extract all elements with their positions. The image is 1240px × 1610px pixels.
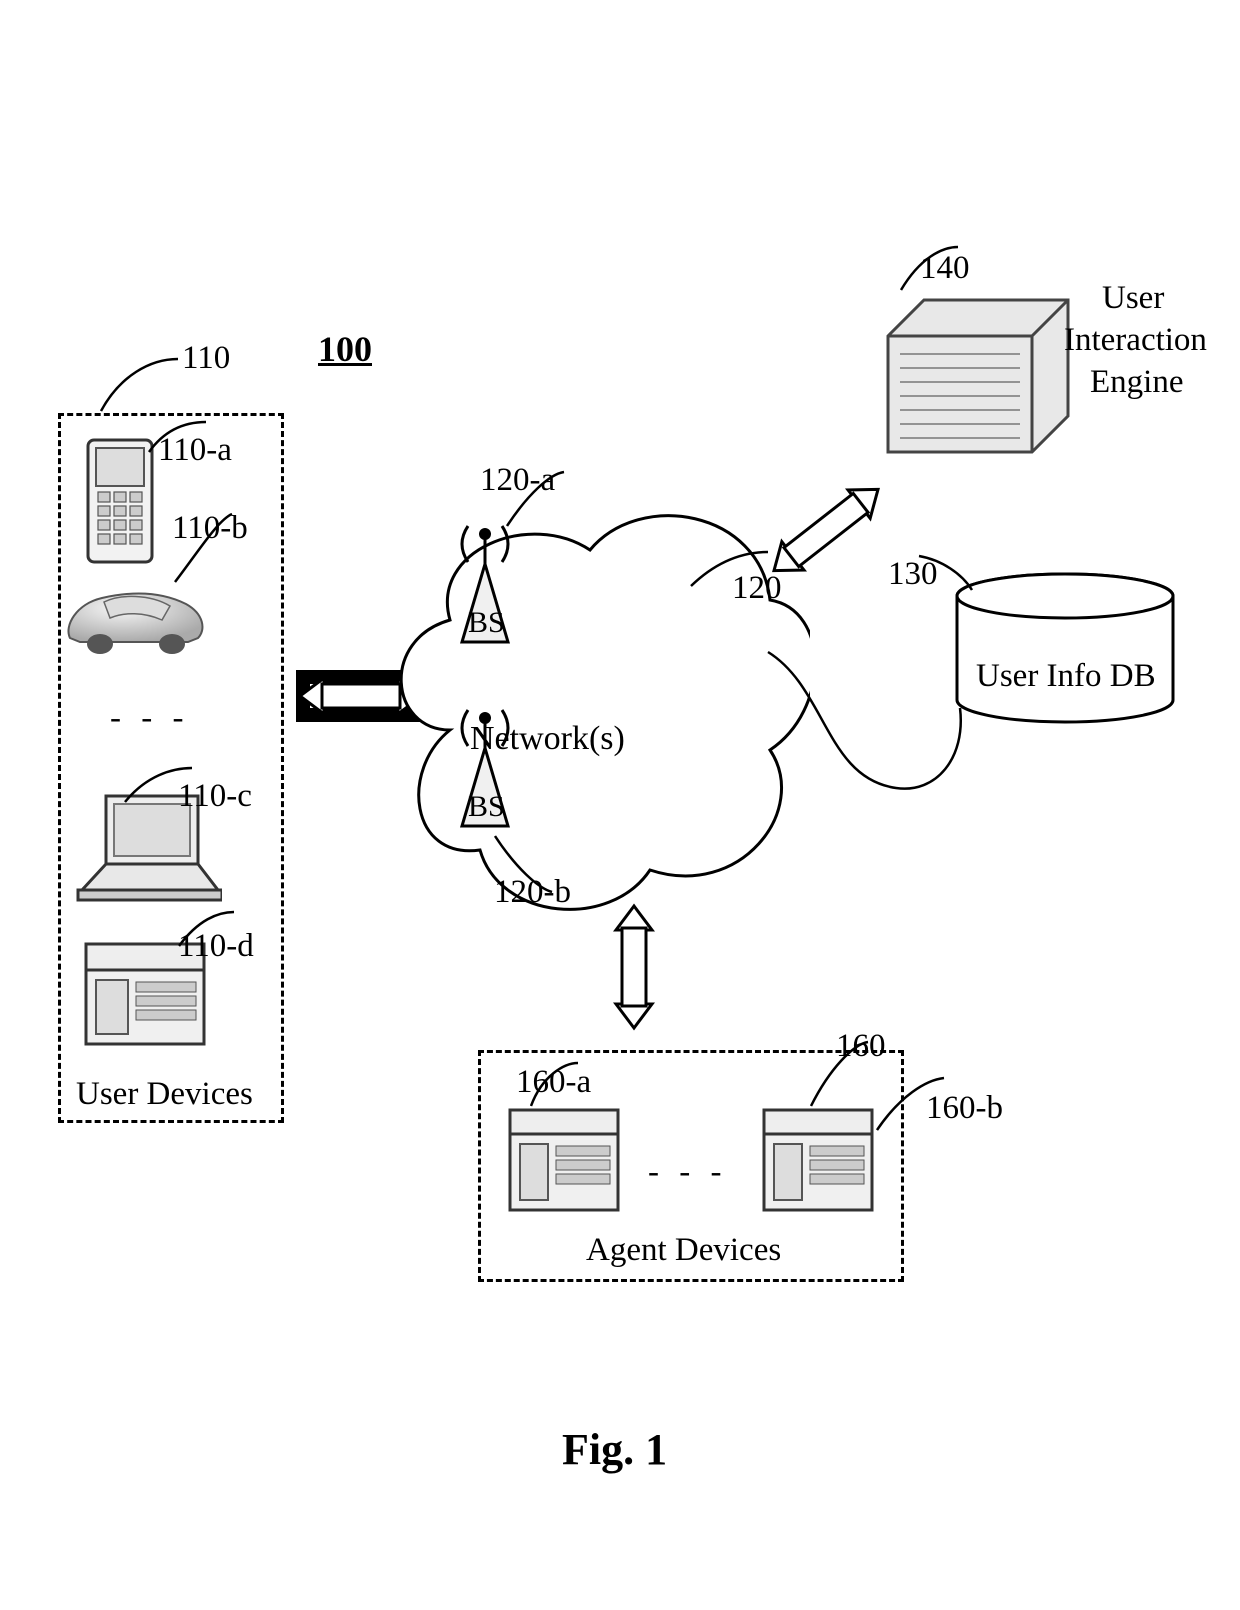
agent-b-icon: [758, 1104, 878, 1224]
ref-130: 130: [888, 556, 938, 593]
engine-title-l2: Interaction: [1064, 322, 1207, 359]
bs-b-label: BS: [468, 790, 505, 824]
user-devices-ellipsis: - - -: [110, 700, 189, 737]
ref-110c: 110-c: [178, 778, 252, 815]
ref-120b: 120-b: [494, 874, 571, 911]
agent-a-icon: [504, 1104, 624, 1224]
engine-title-l3: Engine: [1090, 364, 1183, 401]
figure-number: 100: [318, 328, 372, 370]
user-devices-title: User Devices: [76, 1076, 253, 1113]
ref-160: 160: [836, 1028, 886, 1065]
ref-160b: 160-b: [926, 1090, 1003, 1127]
leader-110: [100, 356, 180, 416]
ref-110b: 110-b: [172, 510, 248, 547]
ref-110a: 110-a: [158, 432, 232, 469]
ref-160a: 160-a: [516, 1064, 591, 1101]
ref-140: 140: [920, 250, 970, 287]
ref-120a: 120-a: [480, 462, 555, 499]
engine-icon: [878, 290, 1078, 460]
figure-caption: Fig. 1: [562, 1424, 667, 1475]
link-network-db: [766, 638, 986, 798]
arrow-network-agents: [604, 902, 664, 1032]
engine-title-l1: User: [1102, 280, 1164, 317]
car-icon: [58, 576, 208, 666]
phone-icon: [84, 436, 156, 566]
agent-ellipsis: - - -: [648, 1154, 727, 1191]
ref-110d: 110-d: [178, 928, 254, 965]
agent-devices-title: Agent Devices: [586, 1232, 781, 1269]
db-title: User Info DB: [976, 658, 1156, 695]
ref-110: 110: [182, 340, 230, 377]
bs-a-label: BS: [468, 606, 505, 640]
arrow-network-engine: [756, 470, 896, 590]
